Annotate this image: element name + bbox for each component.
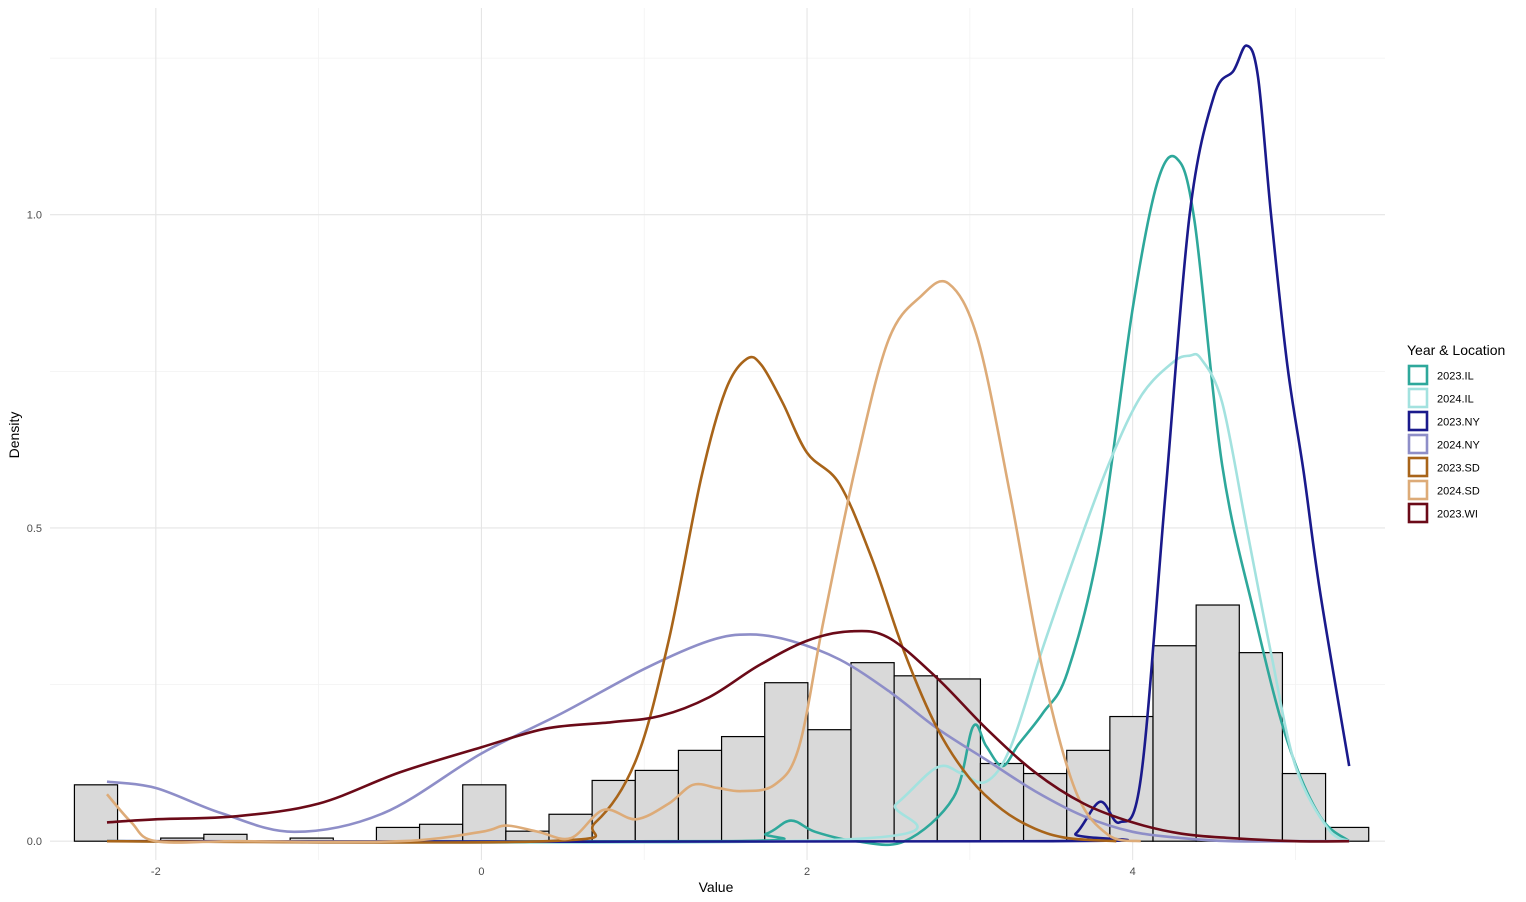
x-tick-label: 2 (804, 866, 810, 878)
histogram-bar (375, 826, 421, 842)
legend-label: 2024.SD (1437, 486, 1480, 498)
histogram-bar (1195, 604, 1240, 842)
x-axis-title: Value (699, 879, 734, 895)
legend-label: 2024.IL (1437, 394, 1474, 406)
histogram-bar (764, 682, 809, 842)
histogram-bar (807, 729, 852, 842)
legend-title: Year & Location (1407, 342, 1505, 358)
histogram-bar (634, 769, 680, 842)
density-curve-2023-il (106, 154, 1351, 847)
legend-key (1407, 410, 1429, 432)
legend: Year & Location 2023.IL 2024.IL 2023.NY 202… (1407, 342, 1505, 524)
x-tick-label: 4 (1130, 866, 1136, 878)
density-curve-2024-sd (105, 279, 1142, 844)
histogram (73, 604, 1370, 843)
histogram-bar (936, 678, 982, 842)
histogram-bar (979, 762, 1025, 842)
legend-key (1407, 502, 1429, 524)
legend-key (1407, 479, 1429, 501)
y-axis-title: Density (6, 412, 22, 459)
legend-label: 2023.IL (1437, 371, 1474, 383)
histogram-bar (1152, 645, 1197, 842)
histogram-bar (1238, 652, 1284, 842)
histogram-bar (677, 749, 723, 842)
legend-key (1407, 456, 1429, 478)
legend-key (1407, 433, 1429, 455)
legend-label: 2023.NY (1437, 417, 1480, 429)
axes: Value Density -2 0 2 4 0.0 0.5 1.0 (6, 210, 1136, 895)
density-curve-2024-ny (106, 633, 1350, 843)
x-tick-label: -2 (151, 866, 161, 878)
density-curve-2023-wi (106, 629, 1350, 843)
y-tick-label: 0.0 (27, 836, 42, 848)
histogram-bar (1066, 749, 1111, 842)
y-tick-label: 1.0 (27, 210, 42, 222)
density-curve-2023-sd (106, 355, 1117, 844)
legend-label: 2024.NY (1437, 440, 1480, 452)
density-curve-2024-il (106, 352, 1350, 844)
histogram-bar (73, 784, 119, 842)
y-tick-label: 0.5 (27, 523, 42, 535)
legend-key (1407, 364, 1429, 386)
legend-key (1407, 387, 1429, 409)
x-tick-label: 0 (478, 866, 484, 878)
histogram-bar (1022, 772, 1068, 842)
legend-label: 2023.SD (1437, 463, 1480, 475)
legend-label: 2023.WI (1437, 509, 1478, 521)
density-curves (105, 44, 1351, 847)
